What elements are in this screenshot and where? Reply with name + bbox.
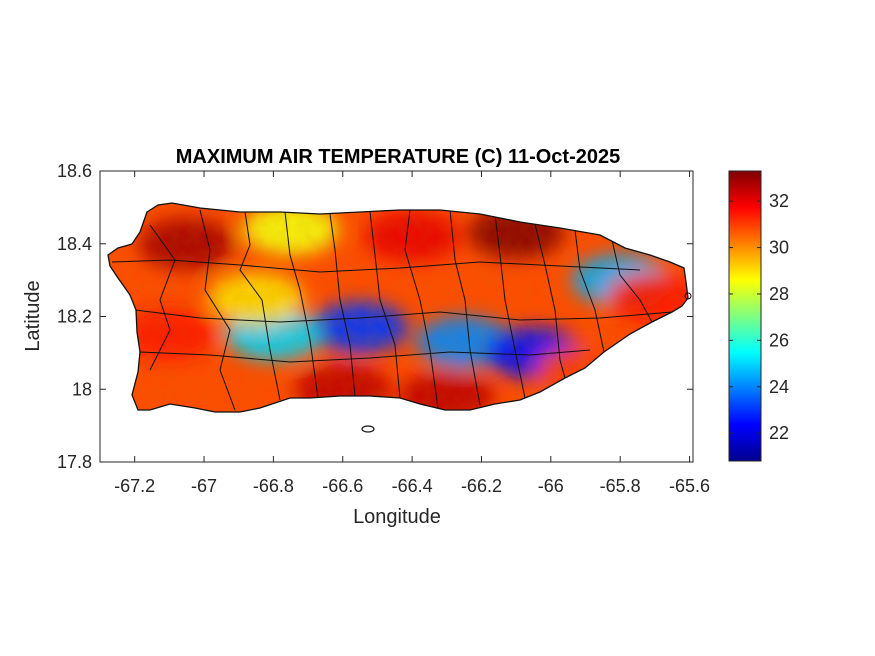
municipality-border-7 (449, 209, 481, 406)
island-cayo-east (684, 292, 692, 300)
x-tick-label: -66.2 (461, 476, 502, 496)
x-tick-label: -65.6 (669, 476, 710, 496)
municipality-border-14 (139, 349, 591, 363)
x-tick-label: -67.2 (114, 476, 155, 496)
municipality-border-4 (329, 213, 356, 397)
y-tick-label: 17.8 (57, 452, 92, 472)
y-tick-label: 18.4 (57, 234, 92, 254)
y-axis-ticks: 17.8 18 18.2 18.4 18.6 (57, 161, 693, 472)
municipality-border-0 (149, 224, 176, 371)
municipality-border-3 (284, 211, 319, 399)
x-tick-label: -66.8 (253, 476, 294, 496)
municipality-border-10 (574, 229, 605, 353)
municipality-border-12 (111, 259, 641, 273)
chart-title: MAXIMUM AIR TEMPERATURE (C) 11-Oct-2025 (176, 146, 621, 168)
island-caja-de-muertos (361, 425, 375, 433)
colorbar-tick-label: 24 (769, 377, 789, 397)
municipality-border-11 (611, 239, 653, 323)
municipality-border-8 (494, 214, 526, 399)
y-tick-label: 18.2 (57, 307, 92, 327)
municipality-borders (111, 209, 673, 411)
municipality-border-6 (404, 209, 439, 409)
x-tick-label: -66.4 (392, 476, 433, 496)
y-axis-label: Latitude (22, 280, 44, 351)
colorbar (728, 170, 762, 462)
colorbar-tick-label: 22 (769, 423, 789, 443)
municipality-border-13 (134, 309, 673, 323)
x-tick-label: -67 (191, 476, 217, 496)
municipality-border-9 (534, 223, 566, 379)
x-tick-label: -66.6 (322, 476, 363, 496)
colorbar-tick-label: 32 (769, 191, 789, 211)
colorbar-ticks: 22 24 26 28 30 32 (729, 191, 789, 443)
island-outline (107, 202, 689, 413)
x-tick-label: -66 (538, 476, 564, 496)
municipality-border-2 (239, 211, 281, 401)
y-tick-label: 18.6 (57, 161, 92, 181)
municipality-border-5 (369, 211, 401, 399)
y-tick-label: 18 (72, 379, 92, 399)
colorbar-tick-label: 26 (769, 330, 789, 350)
colorbar-tick-label: 30 (769, 238, 789, 258)
x-tick-label: -65.8 (600, 476, 641, 496)
colorbar-tick-label: 28 (769, 284, 789, 304)
x-axis-ticks: -67.2 -67 -66.8 -66.6 -66.4 -66.2 -66 -65.8 -65.… (114, 171, 710, 496)
municipality-border-1 (199, 209, 236, 411)
x-axis-label: Longitude (353, 506, 441, 528)
